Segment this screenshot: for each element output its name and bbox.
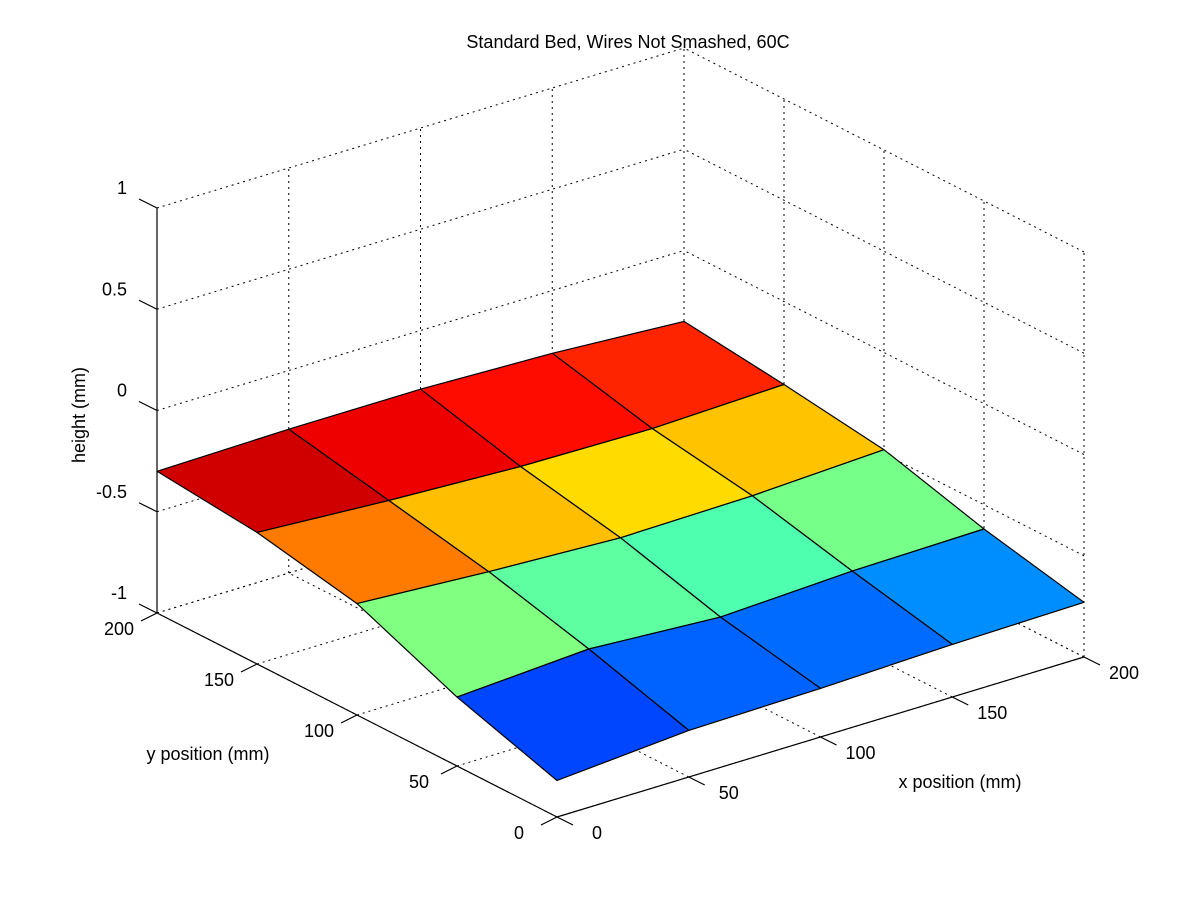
x-tick-label: 200 xyxy=(1109,663,1139,683)
y-tick-mark xyxy=(340,714,358,724)
y-tick-label: 0 xyxy=(514,823,524,843)
x-tick-mark xyxy=(556,816,574,826)
y-axis-label: y position (mm) xyxy=(146,744,269,764)
floor-grid-line xyxy=(256,503,785,665)
x-axis-label: x position (mm) xyxy=(898,772,1021,792)
x-tick-label: 50 xyxy=(719,783,739,803)
y-tick-mark xyxy=(440,765,458,775)
side-wall-grid-line xyxy=(683,47,1085,253)
side-wall-grid-line xyxy=(683,148,1085,354)
z-tick-mark xyxy=(138,400,158,412)
y-tick-label: 150 xyxy=(204,670,234,690)
back-wall-grid-line xyxy=(156,148,685,310)
y-tick-mark xyxy=(540,816,558,826)
z-tick-label: -0.5 xyxy=(96,482,127,502)
z-tick-label: 0.5 xyxy=(102,279,127,299)
y-tick-label: 100 xyxy=(304,721,334,741)
y-tick-label: 50 xyxy=(409,772,429,792)
z-tick-mark xyxy=(138,299,158,310)
axis-layer: 0 50 100 150 200 0 50 100 150 200 -1 -0.5 0 0.5 1 xyxy=(96,178,1139,843)
surface-layer xyxy=(156,320,1085,782)
chart-title: Standard Bed, Wires Not Smashed, 60C xyxy=(466,32,789,52)
back-wall-grid-line xyxy=(156,47,685,209)
back-wall-grid-line xyxy=(156,452,685,614)
z-tick-label: -1 xyxy=(111,583,127,603)
x-tick-mark xyxy=(1083,656,1101,666)
x-tick-label: 100 xyxy=(845,743,875,763)
y-tick-mark xyxy=(240,663,258,673)
floor-grid-line xyxy=(356,554,885,716)
x-tick-label: 0 xyxy=(592,823,602,843)
z-tick-label: 0 xyxy=(117,381,127,401)
z-tick-label: 1 xyxy=(117,178,127,198)
y-tick-mark xyxy=(140,612,158,622)
z-axis-label: height (mm) xyxy=(69,367,89,463)
surface-patch xyxy=(456,648,690,782)
y-tick-label: 200 xyxy=(104,619,134,639)
x-tick-label: 150 xyxy=(977,703,1007,723)
z-tick-mark xyxy=(138,603,158,614)
back-wall-grid-line xyxy=(156,250,685,411)
x-tick-mark xyxy=(688,776,706,786)
x-tick-mark xyxy=(951,696,969,706)
x-tick-mark xyxy=(820,736,837,746)
z-tick-mark xyxy=(138,502,158,513)
z-tick-mark xyxy=(138,198,158,209)
